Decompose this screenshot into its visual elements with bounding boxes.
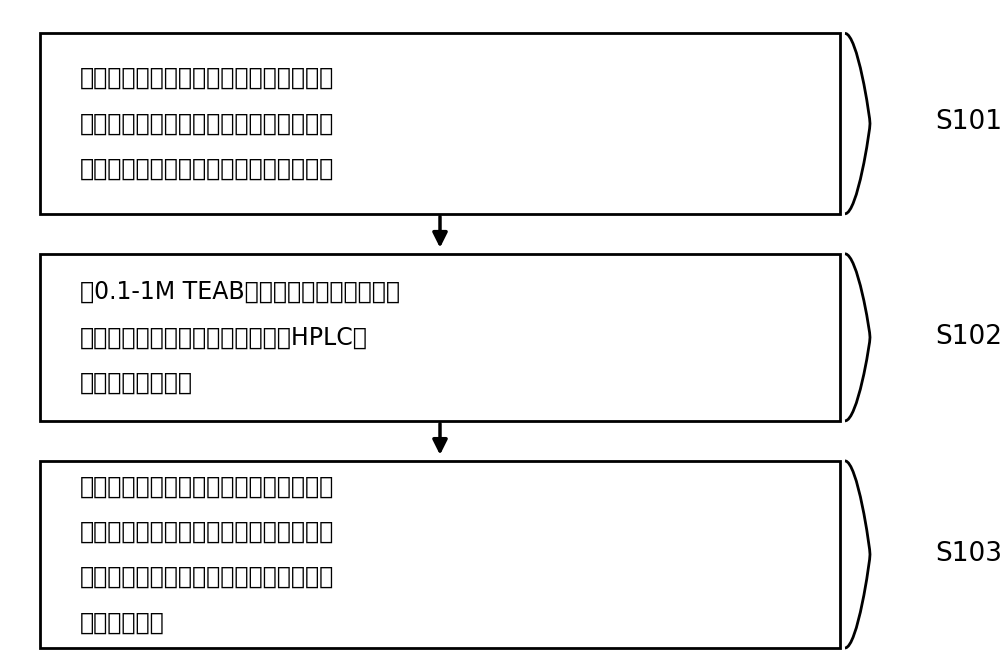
Text: 将所述标记碱基进行清洗后进行荧光标记: 将所述标记碱基进行清洗后进行荧光标记 xyxy=(80,474,334,498)
Text: 化得到标记碱基；: 化得到标记碱基； xyxy=(80,371,193,395)
Text: 试剂进行裂解，清洗后完成当前所述待标: 试剂进行裂解，清洗后完成当前所述待标 xyxy=(80,565,334,589)
Bar xyxy=(40,254,840,421)
Text: 用0.1-1M TEAB梯度来做负离子交换柱对: 用0.1-1M TEAB梯度来做负离子交换柱对 xyxy=(80,280,400,304)
Text: 的搅拌，并将过滤得到的固体溶于水中；: 的搅拌，并将过滤得到的固体溶于水中； xyxy=(80,157,334,181)
Text: 基于测序要求获取对应的待标记碱基以及: 基于测序要求获取对应的待标记碱基以及 xyxy=(80,66,334,90)
Text: 质子海绵在不同的温度和环境下进行多次: 质子海绵在不同的温度和环境下进行多次 xyxy=(80,112,334,136)
Text: 记碱基测序。: 记碱基测序。 xyxy=(80,611,165,635)
Text: S102: S102 xyxy=(935,325,1000,350)
Text: 溶于水的固体进行纯化，然后再用HPLC纯: 溶于水的固体进行纯化，然后再用HPLC纯 xyxy=(80,325,368,349)
Text: S101: S101 xyxy=(935,109,1000,134)
Text: S103: S103 xyxy=(935,542,1000,567)
Bar xyxy=(40,33,840,214)
Text: 测定，并在测定完成后，利用对应的化学: 测定，并在测定完成后，利用对应的化学 xyxy=(80,520,334,544)
Bar xyxy=(40,461,840,648)
